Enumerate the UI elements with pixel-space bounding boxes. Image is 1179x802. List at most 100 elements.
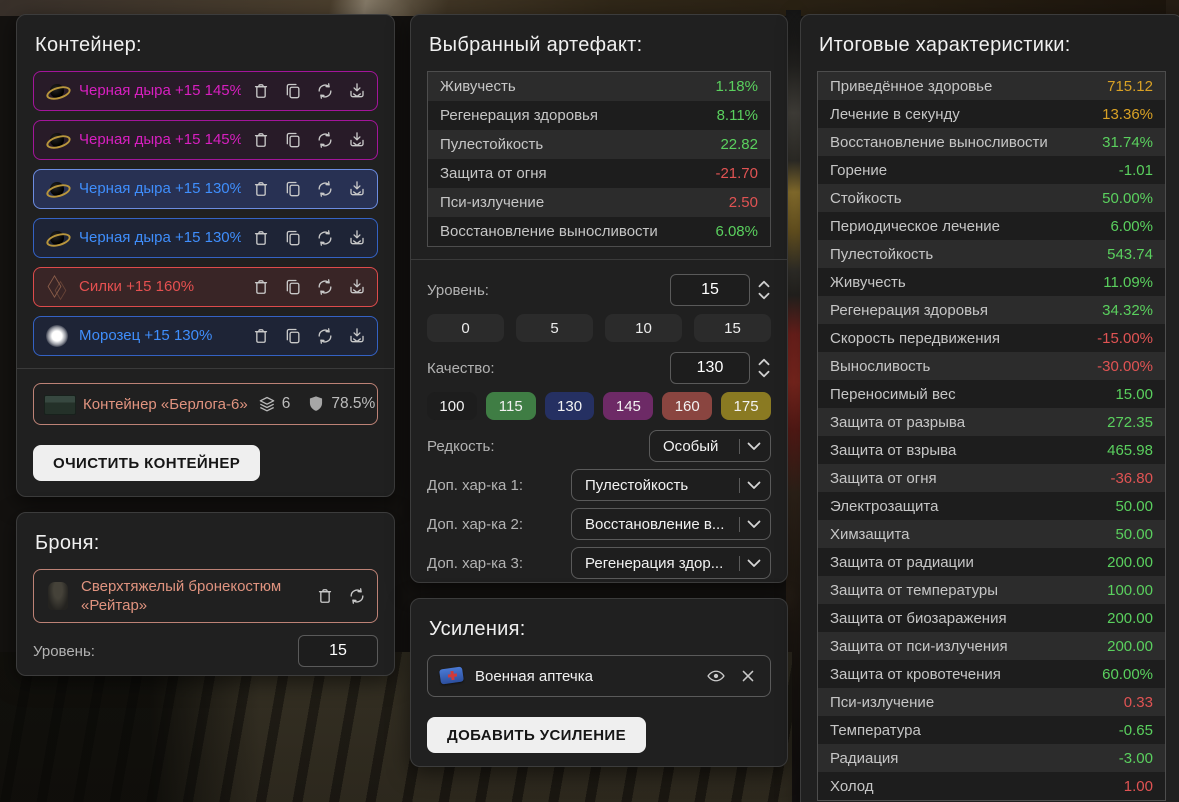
level-option-15[interactable]: 15	[694, 314, 771, 342]
refresh-icon[interactable]	[347, 586, 367, 606]
refresh-icon[interactable]	[315, 277, 335, 297]
stat-label: Защита от огня	[440, 165, 547, 182]
container-artifact-item[interactable]: Черная дыра +15 145%	[33, 120, 378, 160]
armor-item[interactable]: Сверхтяжелый бронекостюм «Рейтар»	[33, 569, 378, 623]
stat-value: 34.32%	[1102, 301, 1153, 319]
stat-row: Температура -0.65	[818, 716, 1165, 744]
artifact-item-label: Силки +15 160%	[79, 278, 195, 296]
stat-row: Лечение в секунду 13.36%	[818, 100, 1165, 128]
extra-stat-select-2[interactable]: Восстановление в...	[571, 508, 771, 540]
stat-value: -0.65	[1118, 721, 1153, 739]
quality-option-160[interactable]: 160	[662, 392, 713, 420]
stat-row: Защита от огня -36.80	[818, 464, 1165, 492]
stat-row: Радиация -3.00	[818, 744, 1165, 772]
save-to-container-icon[interactable]	[347, 228, 367, 248]
stat-label: Защита от биозаражения	[830, 609, 1007, 627]
add-boost-button[interactable]: ДОБАВИТЬ УСИЛЕНИЕ	[427, 717, 647, 753]
stat-row: Защита от разрыва 272.35	[818, 408, 1165, 436]
extra-stat-select-1[interactable]: Пулестойкость	[571, 469, 771, 501]
armor-level-input[interactable]	[298, 635, 378, 667]
copy-icon[interactable]	[283, 326, 303, 346]
level-option-10[interactable]: 10	[605, 314, 682, 342]
level-option-0[interactable]: 0	[427, 314, 504, 342]
extra-stat-value: Восстановление в...	[585, 515, 725, 533]
refresh-icon[interactable]	[315, 130, 335, 150]
stat-label: Защита от радиации	[830, 553, 974, 571]
container-protection: 78.5%	[331, 395, 376, 412]
copy-icon[interactable]	[283, 130, 303, 150]
refresh-icon[interactable]	[315, 81, 335, 101]
stat-row: Электрозащита 50.00	[818, 492, 1165, 520]
refresh-icon[interactable]	[315, 228, 335, 248]
stat-label: Холод	[830, 777, 874, 795]
copy-icon[interactable]	[283, 81, 303, 101]
boost-item-label: Военная аптечка	[475, 667, 593, 685]
save-to-container-icon[interactable]	[347, 130, 367, 150]
trash-icon[interactable]	[315, 586, 335, 606]
trash-icon[interactable]	[251, 81, 271, 101]
save-to-container-icon[interactable]	[347, 179, 367, 199]
quality-increment-button[interactable]	[757, 358, 771, 367]
chevron-down-icon	[747, 481, 761, 490]
level-options-row: 0 5 10 15	[427, 314, 771, 342]
trash-icon[interactable]	[251, 179, 271, 199]
copy-icon[interactable]	[283, 277, 303, 297]
extra-stat-row: Доп. хар-ка 1: Пулестойкость	[427, 469, 771, 501]
stat-row: Восстановление выносливости 6.08%	[428, 217, 770, 246]
container-artifact-item[interactable]: Черная дыра +15 145%	[33, 71, 378, 111]
artifact-level-input[interactable]	[670, 274, 750, 306]
extra-stat-label: Доп. хар-ка 1:	[427, 476, 524, 494]
artifact-quality-input[interactable]	[670, 352, 750, 384]
stat-value: 465.98	[1107, 441, 1153, 459]
save-to-container-icon[interactable]	[347, 81, 367, 101]
artifact-item-label: Черная дыра +15 145%	[79, 131, 241, 149]
quality-option-130[interactable]: 130	[544, 392, 595, 420]
container-capacity: 6	[281, 395, 291, 412]
container-artifact-item[interactable]: Морозец +15 130%	[33, 316, 378, 356]
stat-row: Стойкость 50.00%	[818, 184, 1165, 212]
stat-label: Восстановление выносливости	[440, 223, 658, 240]
selected-artifact-panel: Выбранный артефакт: Живучесть 1.18% Регене…	[410, 14, 788, 583]
level-increment-button[interactable]	[757, 280, 771, 289]
copy-icon[interactable]	[283, 228, 303, 248]
trash-icon[interactable]	[251, 326, 271, 346]
stat-label: Выносливость	[830, 357, 931, 375]
level-option-5[interactable]: 5	[516, 314, 593, 342]
black-hole-icon	[45, 128, 69, 152]
copy-icon[interactable]	[283, 179, 303, 199]
refresh-icon[interactable]	[315, 179, 335, 199]
container-artifact-item[interactable]: Черная дыра +15 130%	[33, 218, 378, 258]
save-to-container-icon[interactable]	[347, 277, 367, 297]
trash-icon[interactable]	[251, 130, 271, 150]
container-artifact-item[interactable]: Черная дыра +15 130%	[33, 169, 378, 209]
container-info-row[interactable]: Контейнер «Берлога-6» 6 78.5%	[33, 383, 378, 425]
refresh-icon[interactable]	[315, 326, 335, 346]
container-artifact-item[interactable]: Силки +15 160%	[33, 267, 378, 307]
stat-row: Скорость передвижения -15.00%	[818, 324, 1165, 352]
close-icon[interactable]	[738, 666, 758, 686]
stat-row: Холод 1.00	[818, 772, 1165, 800]
quality-label: Качество:	[427, 359, 495, 377]
quality-option-175[interactable]: 175	[721, 392, 771, 420]
eye-icon[interactable]	[706, 666, 726, 686]
stat-row: Пулестойкость 22.82	[428, 130, 770, 159]
clear-container-button[interactable]: ОЧИСТИТЬ КОНТЕЙНЕР	[33, 445, 261, 481]
quality-decrement-button[interactable]	[757, 370, 771, 379]
save-to-container-icon[interactable]	[347, 326, 367, 346]
level-decrement-button[interactable]	[757, 292, 771, 301]
stat-label: Пулестойкость	[830, 245, 934, 263]
extra-stat-select-3[interactable]: Регенерация здор...	[571, 547, 771, 579]
stat-value: -30.00%	[1097, 357, 1153, 375]
trash-icon[interactable]	[251, 228, 271, 248]
rarity-value: Особый	[663, 437, 719, 455]
quality-option-115[interactable]: 115	[485, 392, 536, 420]
quality-option-100[interactable]: 100	[427, 392, 477, 420]
totals-stats-table: Приведённое здоровье 715.12 Лечение в секу…	[817, 71, 1166, 801]
chevron-down-icon	[747, 559, 761, 568]
divider	[411, 259, 787, 260]
stat-value: 715.12	[1107, 77, 1153, 95]
stat-row: Приведённое здоровье 715.12	[818, 72, 1165, 100]
trash-icon[interactable]	[251, 277, 271, 297]
rarity-select[interactable]: Особый	[649, 430, 771, 462]
quality-option-145[interactable]: 145	[603, 392, 654, 420]
